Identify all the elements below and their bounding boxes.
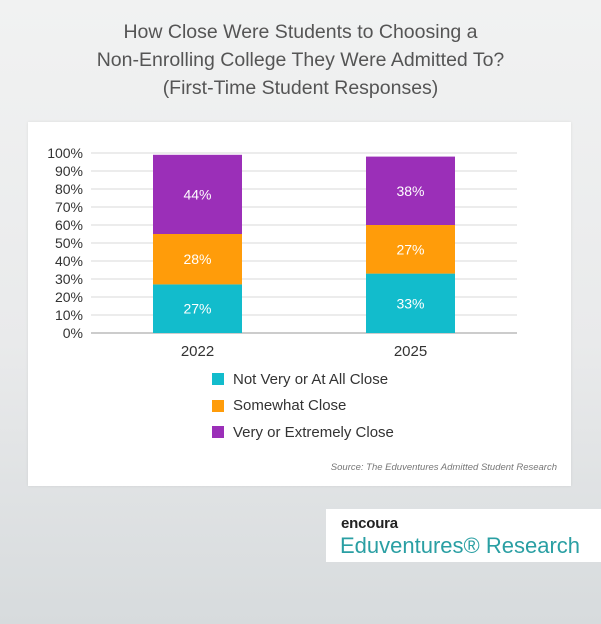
source-note: Source: The Eduventures Admitted Student…: [330, 462, 557, 473]
legend-swatch-purple: [212, 426, 224, 439]
legend-label: Not Very or At All Close: [233, 370, 389, 388]
x-tick-label: 2025: [394, 343, 427, 360]
chart-title-line-3: (First-Time Student Responses): [162, 77, 439, 99]
chart-title-line-1: How Close Were Students to Choosing a: [123, 21, 478, 43]
legend-label: Very or Extremely Close: [233, 423, 394, 441]
stacked-bar-chart: 0% 10% 20% 30% 40% 50% 60% 70% 80% 90% 100% 27% 28% 4…: [47, 145, 517, 360]
y-tick-label: 30%: [55, 271, 83, 287]
y-tick-label: 100%: [47, 145, 83, 161]
bar-segment: [153, 154, 242, 234]
eduventures-research-logo-text: Eduventures® Research: [340, 533, 581, 558]
y-tick-label: 20%: [55, 289, 83, 305]
bar-segment: [366, 273, 455, 333]
chart-card: 0% 10% 20% 30% 40% 50% 60% 70% 80% 90% 100% 27% 28% 4…: [28, 122, 571, 486]
legend-item-not-close: Not Very or At All Close: [212, 366, 394, 393]
brand-logo: encoura Eduventures® Research: [326, 509, 601, 562]
data-label: 33%: [396, 295, 424, 311]
y-tick-label: 40%: [55, 253, 83, 269]
bar-segment: [366, 225, 455, 274]
data-label: 44%: [183, 186, 211, 202]
y-tick-label: 10%: [55, 307, 83, 323]
data-label: 27%: [396, 241, 424, 257]
data-label: 27%: [183, 301, 211, 317]
legend-swatch-orange: [212, 399, 224, 412]
bar-segment: [153, 234, 242, 285]
encoura-logo-text: encoura: [341, 515, 398, 532]
y-tick-label: 80%: [55, 181, 83, 197]
legend: Not Very or At All Close Somewhat Close …: [212, 366, 394, 446]
x-tick-label: 2022: [181, 343, 214, 360]
y-tick-label: 90%: [55, 163, 83, 179]
chart-title: How Close Were Students to Choosing a No…: [0, 18, 601, 102]
y-tick-label: 60%: [55, 217, 83, 233]
y-tick-label: 0%: [63, 325, 83, 341]
data-label: 28%: [183, 251, 211, 267]
legend-item-somewhat-close: Somewhat Close: [212, 393, 394, 420]
legend-item-very-close: Very or Extremely Close: [212, 419, 394, 446]
bar-segment: [366, 156, 455, 225]
y-tick-label: 50%: [55, 235, 83, 251]
y-tick-label: 70%: [55, 199, 83, 215]
legend-swatch-teal: [212, 373, 224, 386]
legend-label: Somewhat Close: [233, 397, 347, 415]
bar-segment: [153, 284, 242, 333]
data-label: 38%: [396, 183, 424, 199]
chart-title-line-2: Non-Enrolling College They Were Admitted…: [96, 49, 505, 71]
